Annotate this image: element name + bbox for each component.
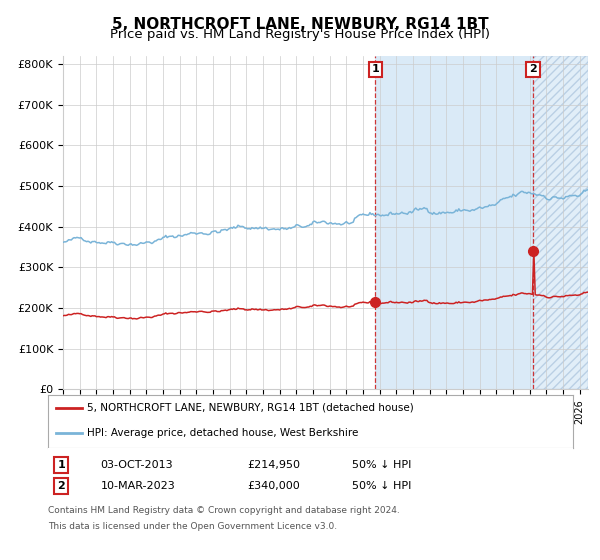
Text: Contains HM Land Registry data © Crown copyright and database right 2024.: Contains HM Land Registry data © Crown c… (48, 506, 400, 515)
Text: This data is licensed under the Open Government Licence v3.0.: This data is licensed under the Open Gov… (48, 521, 337, 531)
Text: 10-MAR-2023: 10-MAR-2023 (101, 481, 175, 491)
Text: Price paid vs. HM Land Registry's House Price Index (HPI): Price paid vs. HM Land Registry's House … (110, 28, 490, 41)
Text: 50% ↓ HPI: 50% ↓ HPI (353, 460, 412, 470)
Text: 5, NORTHCROFT LANE, NEWBURY, RG14 1BT: 5, NORTHCROFT LANE, NEWBURY, RG14 1BT (112, 17, 488, 32)
Text: 2: 2 (529, 64, 537, 74)
Bar (376, 56, 533, 389)
Text: HPI: Average price, detached house, West Berkshire: HPI: Average price, detached house, West… (88, 428, 359, 438)
Text: 2: 2 (57, 481, 65, 491)
Text: 03-OCT-2013: 03-OCT-2013 (101, 460, 173, 470)
Text: £214,950: £214,950 (248, 460, 301, 470)
Text: £340,000: £340,000 (248, 481, 300, 491)
Bar (533, 56, 588, 389)
Text: 1: 1 (371, 64, 379, 74)
Text: 5, NORTHCROFT LANE, NEWBURY, RG14 1BT (detached house): 5, NORTHCROFT LANE, NEWBURY, RG14 1BT (d… (88, 403, 414, 413)
Text: 50% ↓ HPI: 50% ↓ HPI (353, 481, 412, 491)
Text: 1: 1 (57, 460, 65, 470)
